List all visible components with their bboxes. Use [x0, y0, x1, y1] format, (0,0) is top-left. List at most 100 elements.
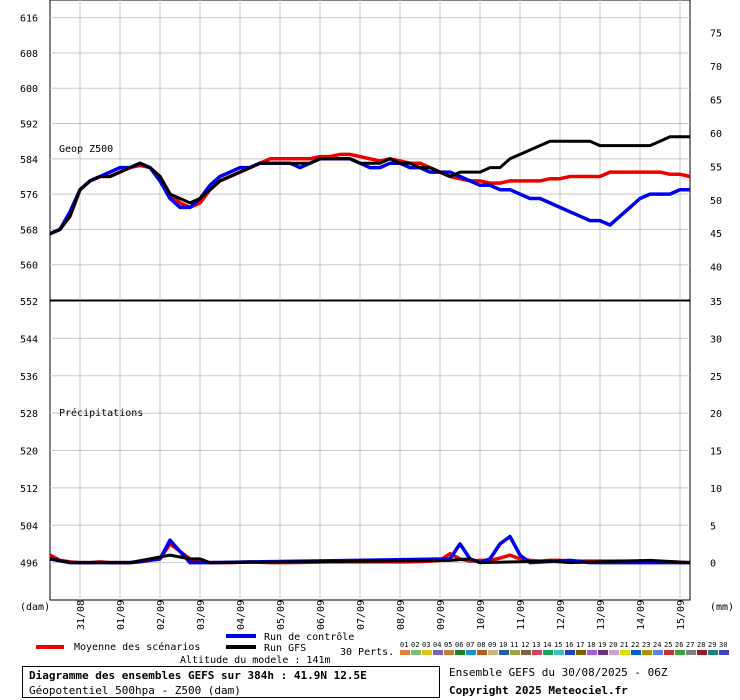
x-tick-label: 01/09: [116, 600, 127, 630]
perturbation-code: 26: [675, 641, 683, 649]
perturbation-swatch: [400, 650, 410, 655]
x-tick-label: 04/09: [236, 600, 247, 630]
perturbation-code: 19: [598, 641, 606, 649]
perturbation-code: 03: [422, 641, 430, 649]
y-left-tick-label: 536: [20, 372, 38, 383]
y-left-tick-label: 616: [20, 14, 38, 25]
perturbation-code: 12: [521, 641, 529, 649]
panel-label-z500: Geop Z500: [59, 144, 113, 155]
x-tick-label: 02/09: [156, 600, 167, 630]
info-box: Diagramme des ensembles GEFS sur 384h : …: [22, 666, 440, 698]
perturbation-swatch: [631, 650, 641, 655]
perturbation-code: 23: [642, 641, 650, 649]
perturbation-swatch: [719, 650, 729, 655]
perturbation-code: 15: [554, 641, 562, 649]
perturbation-swatch: [565, 650, 575, 655]
perturbation-swatch: [521, 650, 531, 655]
perturbation-swatch: [554, 650, 564, 655]
y-right-tick-label: 45: [710, 229, 722, 240]
perturbation-swatch: [642, 650, 652, 655]
info-subtitle: Géopotentiel 500hpa - Z500 (dam): [29, 684, 241, 697]
perturbation-swatch: [708, 650, 718, 655]
perturbation-code: 10: [499, 641, 507, 649]
perturbation-code: 16: [565, 641, 573, 649]
perturbation-swatch: [510, 650, 520, 655]
perturbation-swatch: [675, 650, 685, 655]
perturbation-code: 07: [466, 641, 474, 649]
perturbation-code: 29: [708, 641, 716, 649]
perturbation-code: 01: [400, 641, 408, 649]
y-left-tick-label: 560: [20, 261, 38, 272]
perturbation-code: 22: [631, 641, 639, 649]
run-info: Ensemble GEFS du 30/08/2025 - 06Z: [449, 666, 668, 679]
x-tick-label: 15/09: [676, 600, 687, 630]
perturbation-swatch: [697, 650, 707, 655]
y-right-tick-label: 40: [710, 263, 722, 274]
perturbation-swatch: [499, 650, 509, 655]
copyright: Copyright 2025 Meteociel.fr: [449, 684, 628, 697]
series-z500-control: [49, 157, 690, 236]
series-z500-gfs: [49, 135, 690, 236]
yright-unit: (mm): [710, 602, 734, 613]
y-right-tick-label: 75: [710, 29, 722, 40]
x-tick-labels: 31/08 01/09 02/09 03/09 04/09 05/09 06/09 07/09…: [76, 600, 687, 630]
y-right-tick-label: 50: [710, 196, 722, 207]
perturbation-code: 28: [697, 641, 705, 649]
x-tick-label: 31/08: [76, 600, 87, 630]
perturbation-swatch: [686, 650, 696, 655]
legend-perturbations-label: 30 Perts.: [340, 647, 394, 658]
y-left-tick-label: 608: [20, 49, 38, 60]
legend-mean-label: Moyenne des scénarios: [74, 641, 200, 653]
x-tick-label: 06/09: [316, 600, 327, 630]
x-tick-label: 12/09: [556, 600, 567, 630]
x-tick-label: 08/09: [396, 600, 407, 630]
perturbation-swatch: [488, 650, 498, 655]
perturbation-code: 13: [532, 641, 540, 649]
perturbation-swatch: [444, 650, 454, 655]
perturbation-code: 02: [411, 641, 419, 649]
perturbation-code: 09: [488, 641, 496, 649]
legend-gfs-label: Run GFS: [264, 643, 306, 654]
perturbations-legend: 01 02 03 04 05 06 07 08 09 10 11 12 13 14 15 16 17 18 19 20…: [400, 641, 729, 655]
perturbation-code: 11: [510, 641, 518, 649]
y-left-tick-label: 552: [20, 297, 38, 308]
y-right-tick-label: 5: [710, 521, 716, 532]
x-tick-label: 11/09: [516, 600, 527, 630]
perturbation-code: 20: [609, 641, 617, 649]
x-tick-label: 14/09: [636, 600, 647, 630]
perturbation-swatch: [576, 650, 586, 655]
perturbation-code: 25: [664, 641, 672, 649]
perturbation-swatch: [422, 650, 432, 655]
y-left-tick-label: 496: [20, 559, 38, 570]
perturbation-swatch: [653, 650, 663, 655]
perturbation-swatch: [532, 650, 542, 655]
perturbation-code: 27: [686, 641, 694, 649]
perturbation-code: 05: [444, 641, 452, 649]
panel-top-frame: [49, 0, 691, 301]
legend-control-label: Run de contrôle: [264, 631, 354, 643]
x-tick-label: 09/09: [436, 600, 447, 630]
y-right-tick-label: 0: [710, 559, 716, 570]
perturbation-code: 24: [653, 641, 661, 649]
x-tick-label: 07/09: [356, 600, 367, 630]
grid: [50, 0, 690, 600]
series-lines: [49, 135, 691, 565]
perturbation-code: 04: [433, 641, 441, 649]
x-tick-label: 05/09: [276, 600, 287, 630]
series-precip-gfs: [49, 553, 691, 565]
y-left-tick-label: 512: [20, 484, 38, 495]
y-right-tick-label: 30: [710, 334, 722, 345]
perturbation-code: 14: [543, 641, 551, 649]
y-left-tick-label: 528: [20, 409, 38, 420]
y-left-tick-label: 504: [20, 521, 38, 532]
perturbation-swatch: [598, 650, 608, 655]
perturbation-swatch: [664, 650, 674, 655]
panel-label-precip: Précipitations: [59, 407, 143, 419]
y-right-tick-label: 35: [710, 297, 722, 308]
y-left-tick-label: 592: [20, 120, 38, 131]
perturbation-swatch: [455, 650, 465, 655]
x-tick-label: 13/09: [596, 600, 607, 630]
perturbation-swatch: [466, 650, 476, 655]
y-right-tick-label: 10: [710, 484, 722, 495]
y-right-tick-label: 65: [710, 96, 722, 107]
